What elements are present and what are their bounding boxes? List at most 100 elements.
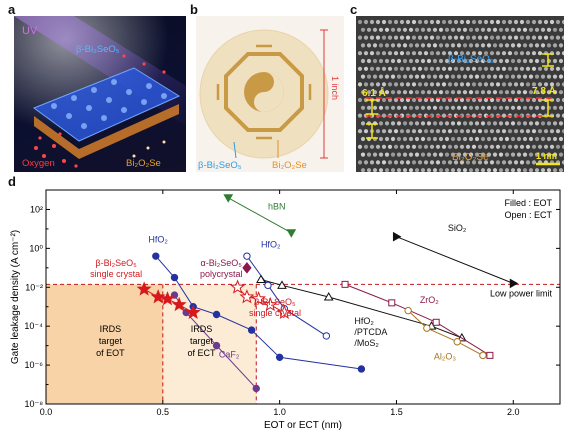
lattice-dot	[528, 58, 534, 64]
lattice-dot	[558, 136, 564, 142]
series-label-3: CaF₂	[219, 349, 240, 359]
lattice-dot	[372, 90, 378, 95]
lattice-dot	[516, 168, 522, 172]
lattice-dot	[528, 27, 534, 32]
lattice-dot	[384, 168, 390, 172]
lattice-dot	[525, 97, 531, 103]
lattice-dot	[510, 121, 516, 126]
lattice-dot	[363, 82, 369, 87]
lattice-dot	[555, 19, 561, 25]
lattice-dot	[510, 105, 516, 110]
lattice-dot	[426, 43, 432, 48]
lattice-dot	[498, 168, 504, 172]
lattice-dot	[537, 144, 543, 149]
series-5-point	[185, 304, 201, 319]
lattice-dot	[360, 136, 366, 142]
panel-label-b: b	[190, 2, 198, 17]
lattice-dot	[522, 90, 528, 95]
lattice-dot	[555, 144, 561, 149]
lattice-dot	[396, 152, 402, 157]
lattice-dot	[405, 160, 411, 165]
lattice-dot	[504, 27, 510, 32]
series-8-point	[277, 280, 287, 289]
lattice-dot	[408, 74, 414, 79]
lattice-dot	[456, 152, 462, 157]
lattice-dot	[492, 43, 498, 48]
series-6	[230, 279, 292, 319]
lattice-dot	[396, 27, 402, 32]
lattice-dot	[396, 58, 402, 64]
lattice-dot	[441, 66, 447, 71]
lattice-dot	[393, 35, 399, 40]
lattice-dot	[516, 74, 522, 79]
lattice-dot	[480, 105, 486, 110]
lattice-dot	[480, 58, 486, 64]
lattice-dot	[456, 43, 462, 48]
lattice-dot	[540, 74, 546, 79]
lattice-dot	[432, 43, 438, 48]
lattice-dot	[378, 74, 384, 79]
lattice-dot	[405, 97, 411, 103]
lattice-dot	[534, 74, 540, 79]
lattice-dot	[453, 66, 459, 71]
lattice-dot	[381, 82, 387, 87]
lattice-dot	[483, 51, 489, 56]
lattice-dot	[465, 144, 471, 149]
lattice-dot	[435, 51, 441, 56]
panel-label-a: a	[8, 2, 16, 17]
series-5-point	[159, 291, 175, 306]
lattice-dot	[558, 43, 564, 48]
lattice-dot	[414, 27, 420, 32]
lattice-dot	[477, 51, 483, 56]
lattice-dot	[378, 90, 384, 95]
panel-label-d: d	[8, 174, 16, 189]
lattice-dot	[519, 66, 525, 71]
lattice-dot	[480, 136, 486, 142]
lattice-dot	[507, 51, 513, 56]
lattice-dot	[528, 152, 534, 157]
series-4-point	[243, 252, 251, 260]
lattice-dot	[387, 82, 393, 87]
series-2-point	[247, 326, 256, 334]
lattice-dot	[501, 66, 507, 71]
lattice-dot	[531, 66, 537, 71]
lattice-dot	[438, 136, 444, 142]
lattice-dot	[498, 152, 504, 157]
lattice-dot	[483, 97, 489, 103]
lattice-dot	[552, 43, 558, 48]
lattice-dot	[366, 74, 372, 79]
series-10-line	[407, 310, 484, 356]
lattice-dot	[357, 19, 363, 25]
panel-c-material-label: β-Bi₂SeO₅	[448, 54, 494, 65]
lattice-dot	[540, 136, 546, 142]
lattice-dot	[462, 152, 468, 157]
lattice-dot	[432, 152, 438, 157]
lattice-dot	[540, 43, 546, 48]
series-label-10: Al₂O₃	[434, 351, 456, 361]
series-2	[152, 252, 366, 373]
lattice-dot	[522, 74, 528, 79]
irds-ect-label: IRDS	[191, 324, 213, 334]
series-1	[392, 231, 519, 289]
lattice-dot	[369, 82, 375, 87]
lattice-dot	[558, 121, 564, 126]
lattice-dot	[426, 74, 432, 79]
lattice-dot	[468, 105, 474, 110]
lattice-dot	[471, 113, 477, 118]
lattice-dot	[375, 144, 381, 149]
lattice-dot	[507, 82, 513, 87]
lattice-dot	[516, 105, 522, 110]
lattice-dot	[369, 144, 375, 149]
lattice-dot	[432, 58, 438, 64]
lattice-dot	[408, 58, 414, 64]
lattice-dot	[366, 105, 372, 110]
lattice-dot	[420, 74, 426, 79]
lattice-dot	[543, 19, 549, 25]
lattice-dot	[396, 136, 402, 142]
lattice-dot	[384, 43, 390, 48]
lattice-dot	[441, 35, 447, 40]
lattice-dot	[504, 121, 510, 126]
lattice-dot	[441, 82, 447, 87]
lattice-dot	[501, 35, 507, 40]
lattice-dot	[438, 121, 444, 126]
